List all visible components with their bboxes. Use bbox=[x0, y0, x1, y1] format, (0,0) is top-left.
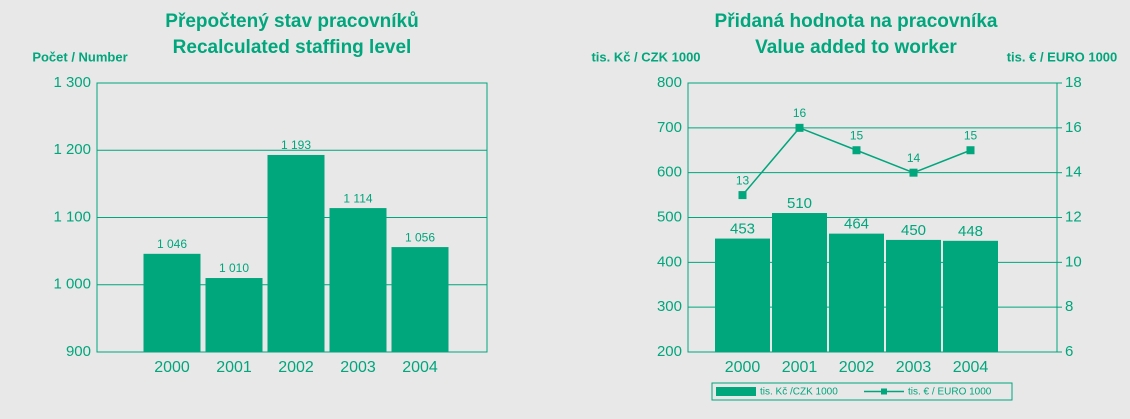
value-label: 510 bbox=[787, 195, 812, 212]
legend-label: tis. € / EURO 1000 bbox=[908, 387, 992, 398]
bar bbox=[715, 238, 770, 352]
bar bbox=[772, 213, 827, 352]
y-tick-label: 1 100 bbox=[53, 208, 91, 225]
value-label: 464 bbox=[844, 216, 869, 233]
y2-tick-label: 18 bbox=[1065, 74, 1082, 91]
y2-tick-label: 12 bbox=[1065, 208, 1082, 225]
legend-swatch bbox=[716, 387, 756, 396]
line-marker bbox=[966, 146, 975, 155]
value-label: 1 114 bbox=[343, 191, 372, 205]
x-tick-label: 2000 bbox=[154, 359, 190, 376]
bar bbox=[943, 240, 998, 352]
x-tick-label: 2003 bbox=[896, 359, 932, 376]
value-label: 15 bbox=[964, 128, 978, 142]
y2-tick-label: 16 bbox=[1065, 119, 1082, 136]
y-tick-label: 800 bbox=[657, 74, 682, 91]
y-axis-label: tis. Kč / CZK 1000 bbox=[591, 49, 700, 64]
x-tick-label: 2004 bbox=[953, 359, 989, 376]
bar bbox=[205, 278, 263, 352]
x-tick-label: 2003 bbox=[340, 359, 376, 376]
y-axis-label: Počet / Number bbox=[32, 49, 127, 64]
y-tick-label: 700 bbox=[657, 119, 682, 136]
line-marker bbox=[795, 123, 804, 132]
value-label: 14 bbox=[907, 151, 921, 165]
y2-tick-label: 6 bbox=[1065, 343, 1073, 360]
legend-label: tis. Kč /CZK 1000 bbox=[760, 387, 838, 398]
value-label: 448 bbox=[958, 223, 983, 240]
chart-title: Přepočtený stav pracovníků bbox=[165, 11, 418, 32]
y-tick-label: 500 bbox=[657, 208, 682, 225]
line-marker bbox=[852, 146, 861, 155]
chart-title: Value added to worker bbox=[755, 37, 957, 58]
x-tick-label: 2000 bbox=[725, 359, 761, 376]
x-tick-label: 2001 bbox=[216, 359, 252, 376]
value-label: 1 056 bbox=[405, 230, 435, 244]
chart-title: Přidaná hodnota na pracovníka bbox=[715, 11, 998, 32]
bar bbox=[143, 253, 201, 352]
y-tick-label: 1 200 bbox=[53, 141, 91, 158]
y2-axis-label: tis. € / EURO 1000 bbox=[1007, 49, 1118, 64]
bar bbox=[329, 208, 387, 352]
line-marker bbox=[909, 168, 918, 177]
chart-title: Recalculated staffing level bbox=[173, 37, 412, 58]
x-tick-label: 2004 bbox=[402, 359, 438, 376]
value-label: 1 046 bbox=[157, 237, 187, 251]
line-marker bbox=[738, 191, 747, 200]
value-label: 13 bbox=[736, 173, 750, 187]
legend-box bbox=[711, 382, 1013, 401]
legend-marker bbox=[881, 388, 887, 395]
bar bbox=[886, 239, 941, 352]
y-tick-label: 1 000 bbox=[53, 276, 91, 293]
x-tick-label: 2001 bbox=[782, 359, 818, 376]
value-label: 450 bbox=[901, 222, 926, 239]
bar bbox=[267, 154, 325, 352]
value-label: 15 bbox=[850, 128, 864, 142]
y2-tick-label: 14 bbox=[1065, 164, 1082, 181]
value-label: 16 bbox=[793, 106, 807, 120]
bar bbox=[391, 247, 449, 352]
y-tick-label: 200 bbox=[657, 343, 682, 360]
value-label: 1 193 bbox=[281, 138, 311, 152]
y2-tick-label: 10 bbox=[1065, 253, 1082, 270]
y-tick-label: 900 bbox=[66, 343, 91, 360]
value-label: 453 bbox=[730, 221, 755, 238]
y-tick-label: 1 300 bbox=[53, 74, 91, 91]
bar bbox=[829, 233, 884, 352]
y-tick-label: 400 bbox=[657, 253, 682, 270]
value-label: 1 010 bbox=[219, 261, 249, 275]
y2-tick-label: 8 bbox=[1065, 298, 1073, 315]
y-tick-label: 600 bbox=[657, 164, 682, 181]
x-tick-label: 2002 bbox=[839, 359, 875, 376]
y-tick-label: 300 bbox=[657, 298, 682, 315]
x-tick-label: 2002 bbox=[278, 359, 314, 376]
